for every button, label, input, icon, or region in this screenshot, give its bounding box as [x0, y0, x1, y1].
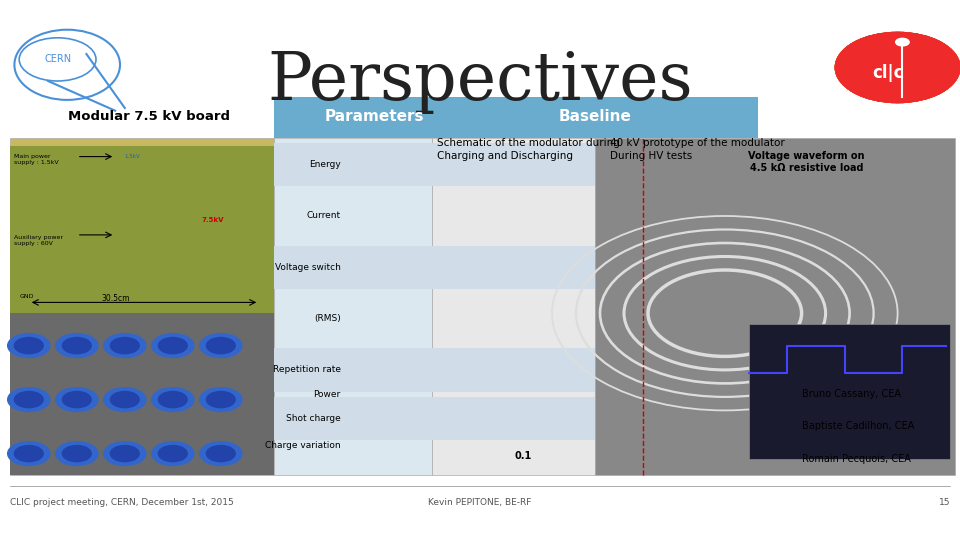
Text: GND: GND [19, 294, 34, 299]
Text: CLIC project meeting, CERN, December 1st, 2015: CLIC project meeting, CERN, December 1st… [10, 498, 233, 507]
Circle shape [14, 446, 43, 462]
Text: Parameters: Parameters [324, 109, 424, 124]
Circle shape [835, 32, 960, 103]
Text: Auxiliary power
supply : 60V: Auxiliary power supply : 60V [14, 235, 63, 246]
Circle shape [56, 442, 98, 465]
Circle shape [896, 38, 909, 46]
FancyBboxPatch shape [749, 324, 950, 459]
Text: 0.1: 0.1 [515, 451, 532, 461]
FancyBboxPatch shape [274, 138, 432, 475]
Circle shape [14, 392, 43, 408]
Circle shape [835, 32, 960, 103]
Text: Bruno Cassany, CEA: Bruno Cassany, CEA [802, 389, 900, 399]
Circle shape [200, 388, 242, 411]
Circle shape [836, 33, 959, 102]
Circle shape [110, 338, 139, 354]
Circle shape [158, 446, 187, 462]
Circle shape [836, 33, 959, 102]
Circle shape [836, 33, 959, 102]
Circle shape [62, 392, 91, 408]
Circle shape [56, 334, 98, 357]
FancyBboxPatch shape [432, 138, 595, 475]
Text: cl|c: cl|c [873, 64, 903, 82]
Circle shape [206, 392, 235, 408]
Text: CERN: CERN [44, 55, 71, 64]
Text: Kevin PEPITONE, BE-RF: Kevin PEPITONE, BE-RF [428, 498, 532, 507]
Circle shape [62, 446, 91, 462]
Circle shape [104, 442, 146, 465]
Circle shape [104, 334, 146, 357]
Circle shape [14, 338, 43, 354]
Circle shape [836, 33, 959, 102]
FancyBboxPatch shape [274, 143, 595, 186]
Circle shape [835, 32, 960, 103]
FancyBboxPatch shape [274, 348, 595, 392]
Circle shape [836, 33, 959, 102]
Text: During HV tests: During HV tests [610, 151, 692, 161]
Circle shape [56, 388, 98, 411]
Circle shape [836, 33, 959, 102]
Circle shape [110, 446, 139, 462]
Circle shape [200, 442, 242, 465]
Text: Modular 7.5 kV board: Modular 7.5 kV board [68, 110, 229, 123]
Circle shape [158, 338, 187, 354]
Text: Charging and Discharging: Charging and Discharging [437, 151, 573, 161]
Circle shape [104, 388, 146, 411]
Circle shape [835, 32, 960, 103]
Text: Romain Pecquois, CEA: Romain Pecquois, CEA [802, 454, 910, 464]
Circle shape [835, 32, 960, 103]
Text: Shot charge: Shot charge [286, 414, 341, 423]
Text: Voltage waveform on
4.5 kΩ resistive load: Voltage waveform on 4.5 kΩ resistive loa… [748, 151, 865, 173]
Circle shape [62, 338, 91, 354]
Text: 1.5kV: 1.5kV [125, 154, 140, 159]
Circle shape [836, 33, 959, 102]
FancyBboxPatch shape [10, 146, 274, 313]
Circle shape [152, 388, 194, 411]
Text: Repetition rate: Repetition rate [273, 366, 341, 374]
Circle shape [836, 33, 959, 102]
Circle shape [200, 334, 242, 357]
FancyBboxPatch shape [10, 138, 274, 475]
Circle shape [8, 442, 50, 465]
Text: Baseline: Baseline [559, 109, 632, 124]
Circle shape [8, 388, 50, 411]
Text: 7.5kV: 7.5kV [202, 218, 224, 224]
Circle shape [835, 32, 960, 103]
FancyBboxPatch shape [595, 138, 955, 475]
Text: 15: 15 [939, 498, 950, 507]
FancyBboxPatch shape [10, 313, 274, 475]
Text: Current: Current [306, 212, 341, 220]
Text: Schematic of the modulator during: Schematic of the modulator during [437, 138, 619, 148]
Circle shape [835, 32, 960, 103]
Text: Perspectives: Perspectives [267, 49, 693, 114]
Text: 30.5cm: 30.5cm [101, 294, 130, 303]
Circle shape [835, 32, 960, 103]
Circle shape [836, 33, 959, 102]
Circle shape [110, 392, 139, 408]
Circle shape [836, 33, 959, 102]
Text: Power: Power [314, 390, 341, 399]
Circle shape [206, 338, 235, 354]
Circle shape [206, 446, 235, 462]
Text: Voltage switch: Voltage switch [275, 263, 341, 272]
FancyBboxPatch shape [274, 97, 758, 138]
Text: Energy: Energy [309, 160, 341, 169]
Circle shape [158, 392, 187, 408]
FancyBboxPatch shape [274, 246, 595, 289]
Text: (RMS): (RMS) [314, 314, 341, 323]
Circle shape [152, 334, 194, 357]
Text: Charge variation: Charge variation [265, 441, 341, 450]
Circle shape [836, 33, 959, 102]
FancyBboxPatch shape [274, 397, 595, 440]
Circle shape [836, 33, 959, 102]
Text: 40 kV prototype of the modulator: 40 kV prototype of the modulator [610, 138, 784, 148]
Circle shape [8, 334, 50, 357]
Text: Main power
supply : 1.5kV: Main power supply : 1.5kV [14, 154, 59, 165]
Text: Baptiste Cadilhon, CEA: Baptiste Cadilhon, CEA [802, 421, 914, 431]
Circle shape [152, 442, 194, 465]
